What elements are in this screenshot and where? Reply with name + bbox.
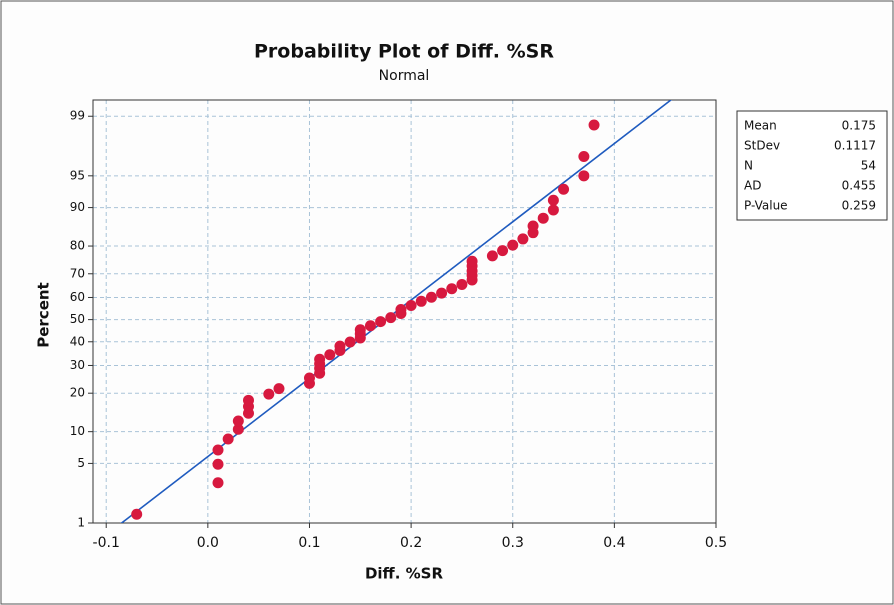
stat-value: 0.259	[842, 199, 876, 213]
data-point	[486, 250, 498, 262]
data-point	[232, 415, 244, 427]
data-point	[131, 508, 143, 520]
stat-label: StDev	[744, 139, 780, 153]
stat-label: Mean	[744, 119, 777, 133]
x-tick-label: 0.3	[502, 535, 524, 551]
data-point	[232, 423, 244, 435]
y-tick-label: 20	[70, 386, 85, 400]
x-tick-label: -0.1	[93, 535, 120, 551]
y-tick-label: 99	[70, 109, 85, 123]
fit-line	[120, 100, 673, 523]
x-tick-label: 0.1	[298, 535, 320, 551]
data-point	[578, 170, 590, 182]
chart-title: Probability Plot of Diff. %SR	[254, 41, 554, 63]
data-point	[517, 233, 529, 245]
data-point	[273, 383, 285, 395]
data-point	[242, 394, 254, 406]
y-tick-label: 90	[70, 200, 85, 214]
data-point	[212, 458, 224, 470]
data-point	[344, 336, 356, 348]
data-point	[558, 183, 570, 195]
chart-subtitle: Normal	[379, 68, 430, 84]
data-point	[364, 320, 376, 332]
y-tick-label: 1	[77, 516, 85, 530]
plot-area	[92, 99, 717, 524]
stat-value: 54	[861, 159, 876, 173]
data-point	[303, 372, 315, 384]
data-point	[212, 477, 224, 489]
stat-value: 0.1117	[834, 139, 876, 153]
data-point	[354, 324, 366, 336]
data-point	[405, 300, 417, 312]
y-tick-label: 5	[77, 456, 85, 470]
y-tick-label: 70	[70, 266, 85, 280]
data-point	[385, 312, 397, 324]
data-point	[446, 283, 458, 295]
data-point	[547, 204, 559, 216]
y-tick-label: 40	[70, 334, 85, 348]
y-tick-label: 95	[70, 168, 85, 182]
data-point	[588, 119, 600, 131]
data-point	[314, 353, 326, 365]
data-point	[497, 245, 509, 257]
data-point	[425, 291, 437, 303]
y-axis-label: Percent	[35, 282, 53, 347]
x-axis-label: Diff. %SR	[365, 565, 443, 583]
data-point	[212, 444, 224, 456]
x-tick-label: 0.5	[705, 535, 727, 551]
data-point	[578, 150, 590, 162]
data-point	[324, 349, 336, 361]
data-point	[415, 295, 427, 307]
x-tick-label: 0.0	[197, 535, 219, 551]
stat-value: 0.175	[842, 119, 876, 133]
y-tick-label: 10	[70, 424, 85, 438]
y-tick-label: 60	[70, 290, 85, 304]
x-tick-label: 0.4	[603, 535, 625, 551]
stat-label: P-Value	[744, 199, 788, 213]
stat-label: N	[744, 159, 753, 173]
data-point	[375, 316, 387, 328]
y-tick-label: 50	[70, 312, 85, 326]
data-point	[547, 194, 559, 206]
y-tick-label: 30	[70, 358, 85, 372]
data-point	[466, 255, 478, 267]
stat-value: 0.455	[842, 179, 876, 193]
data-point	[222, 433, 234, 445]
data-point	[507, 239, 519, 251]
y-tick-label: 80	[70, 239, 85, 253]
data-point	[456, 279, 468, 291]
data-point	[263, 388, 275, 400]
x-tick-label: 0.2	[400, 535, 422, 551]
stats-box	[736, 110, 888, 221]
stat-label: AD	[744, 179, 761, 193]
data-point	[527, 220, 539, 232]
data-point	[395, 304, 407, 316]
data-point	[436, 287, 448, 299]
data-point	[537, 212, 549, 224]
data-point	[334, 340, 346, 352]
